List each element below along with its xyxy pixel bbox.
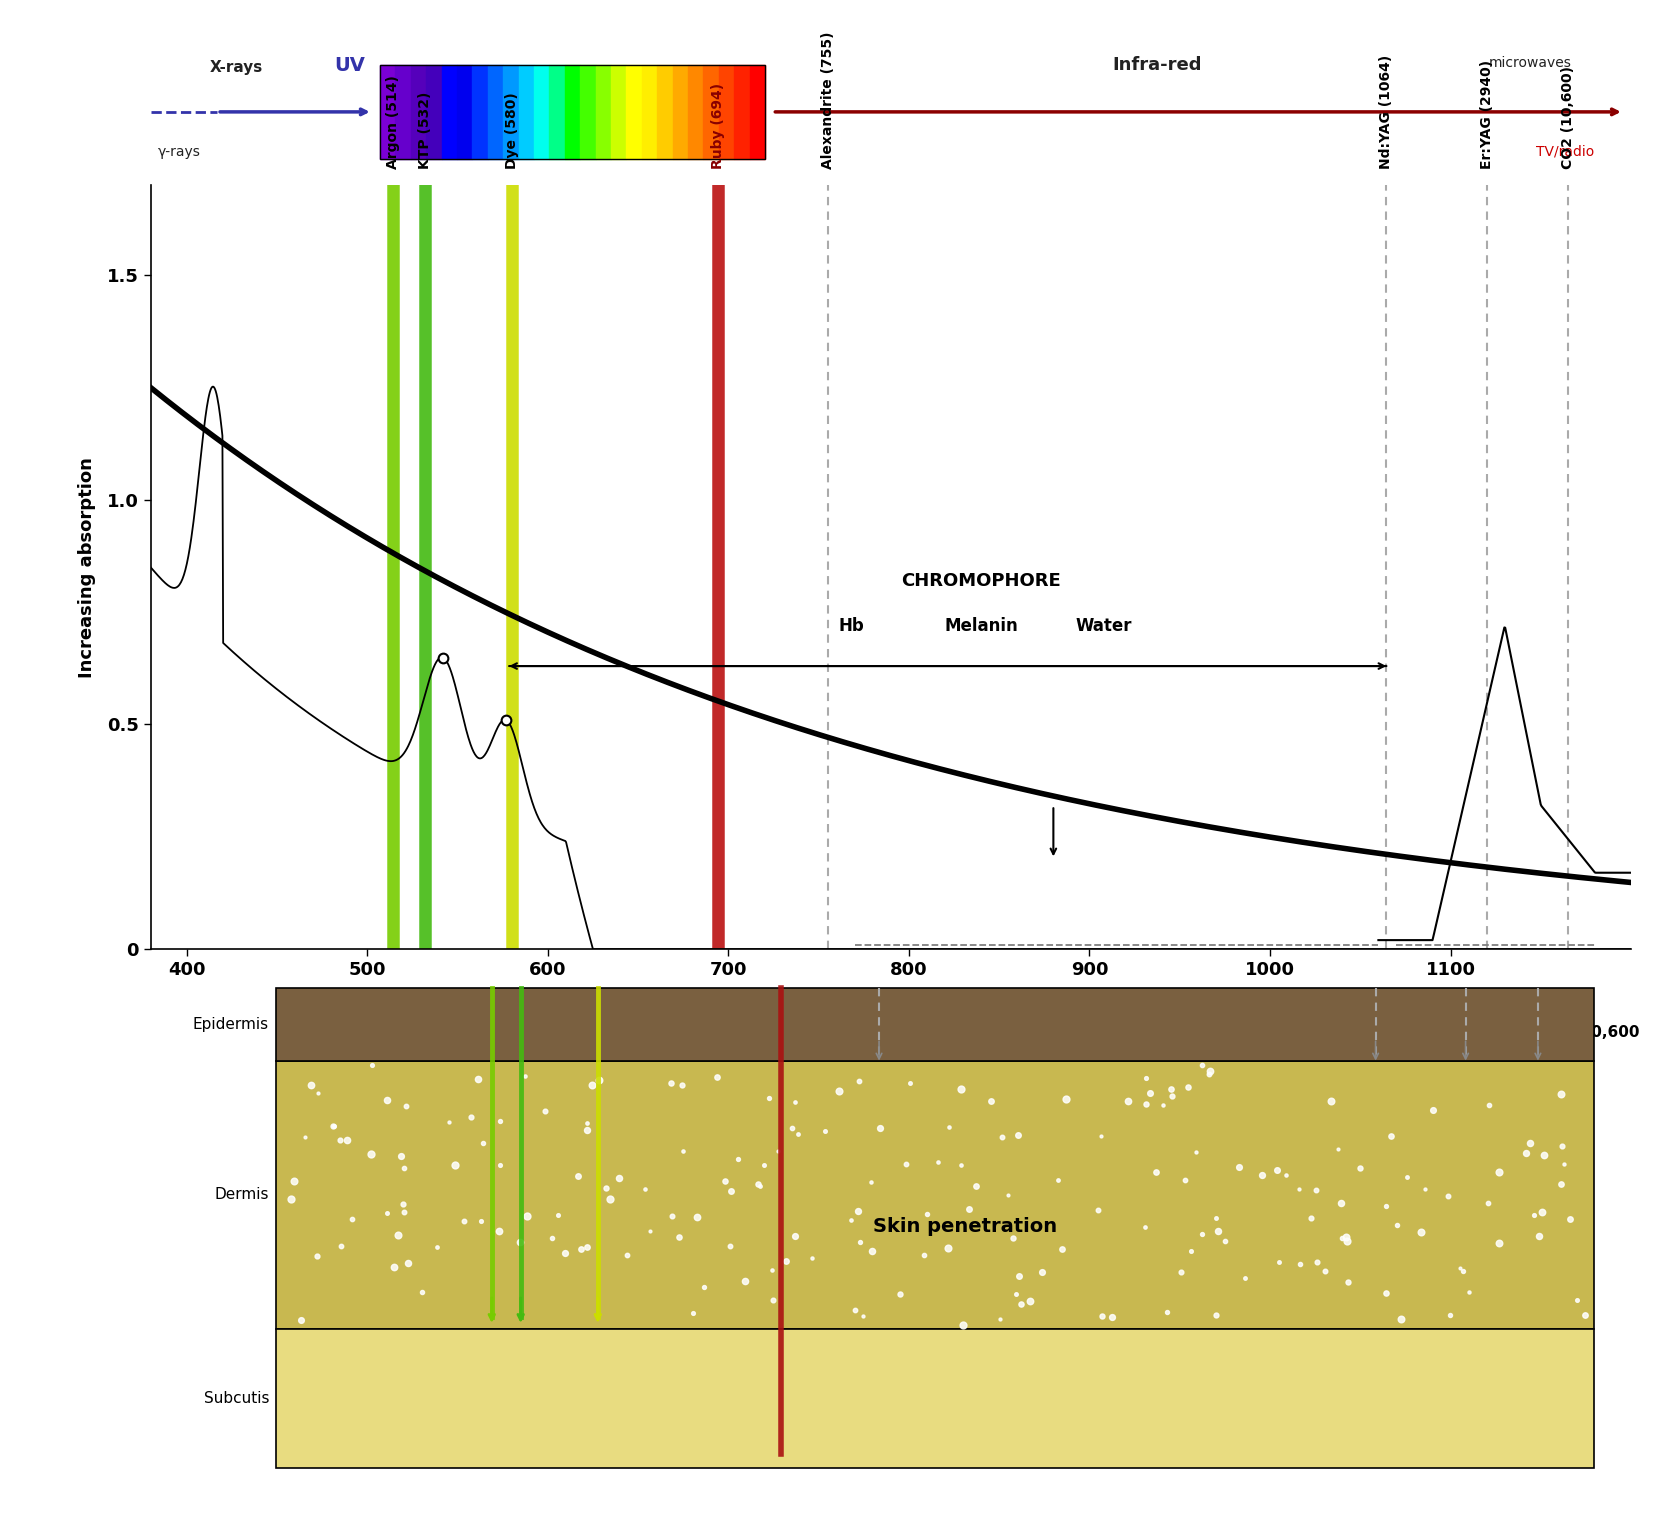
Bar — [626, 65, 642, 158]
Y-axis label: Increasing absorption: Increasing absorption — [77, 457, 95, 678]
Bar — [276, 1061, 1594, 1329]
Text: Infra-red: Infra-red — [1113, 55, 1203, 74]
Bar — [276, 989, 1594, 1061]
Bar — [673, 65, 688, 158]
Text: Er:YAG (2940): Er:YAG (2940) — [1479, 60, 1494, 169]
Text: Nd:YAG (1064): Nd:YAG (1064) — [1379, 54, 1392, 169]
Text: UV: UV — [335, 55, 365, 75]
Bar — [703, 65, 719, 158]
Bar — [657, 65, 673, 158]
Bar — [380, 65, 765, 158]
Bar — [457, 65, 472, 158]
Text: Subcutis: Subcutis — [204, 1390, 269, 1406]
Text: Epidermis: Epidermis — [192, 1017, 269, 1032]
Bar — [719, 65, 734, 158]
Text: X-rays: X-rays — [209, 60, 263, 75]
Bar — [380, 65, 395, 158]
Bar — [565, 65, 581, 158]
Text: γ-rays: γ-rays — [157, 145, 201, 158]
Text: Ruby (694): Ruby (694) — [711, 83, 724, 169]
Bar — [581, 65, 596, 158]
Text: Argon (514): Argon (514) — [385, 75, 400, 169]
Bar — [395, 65, 412, 158]
Text: →10,600: →10,600 — [1568, 1026, 1640, 1041]
Text: Dermis: Dermis — [214, 1187, 269, 1203]
Bar — [427, 65, 442, 158]
Text: TV/radio: TV/radio — [1536, 145, 1594, 158]
Bar — [276, 1329, 1594, 1469]
Text: Melanin: Melanin — [944, 617, 1019, 635]
Bar — [549, 65, 565, 158]
Text: Hb: Hb — [838, 617, 863, 635]
Text: Dye (580): Dye (580) — [505, 92, 519, 169]
Bar — [642, 65, 657, 158]
X-axis label: w a v e l e n g : h  (nm): w a v e l e n g : h (nm) — [775, 995, 1007, 1014]
Bar — [596, 65, 611, 158]
Bar — [688, 65, 703, 158]
Text: CO2 (10,600): CO2 (10,600) — [1561, 66, 1574, 169]
Text: microwaves: microwaves — [1489, 55, 1573, 71]
Text: Water: Water — [1076, 617, 1133, 635]
Bar — [412, 65, 427, 158]
Bar — [750, 65, 765, 158]
Bar — [519, 65, 534, 158]
Bar — [504, 65, 519, 158]
Bar — [734, 65, 750, 158]
Bar — [534, 65, 549, 158]
Text: Skin penetration: Skin penetration — [873, 1218, 1057, 1237]
Text: CHROMOPHORE: CHROMOPHORE — [902, 572, 1061, 589]
Bar — [472, 65, 489, 158]
Bar — [489, 65, 504, 158]
Bar — [611, 65, 626, 158]
Text: Alexandrite (755): Alexandrite (755) — [821, 31, 835, 169]
Text: KTP (532): KTP (532) — [418, 91, 432, 169]
Bar — [442, 65, 457, 158]
